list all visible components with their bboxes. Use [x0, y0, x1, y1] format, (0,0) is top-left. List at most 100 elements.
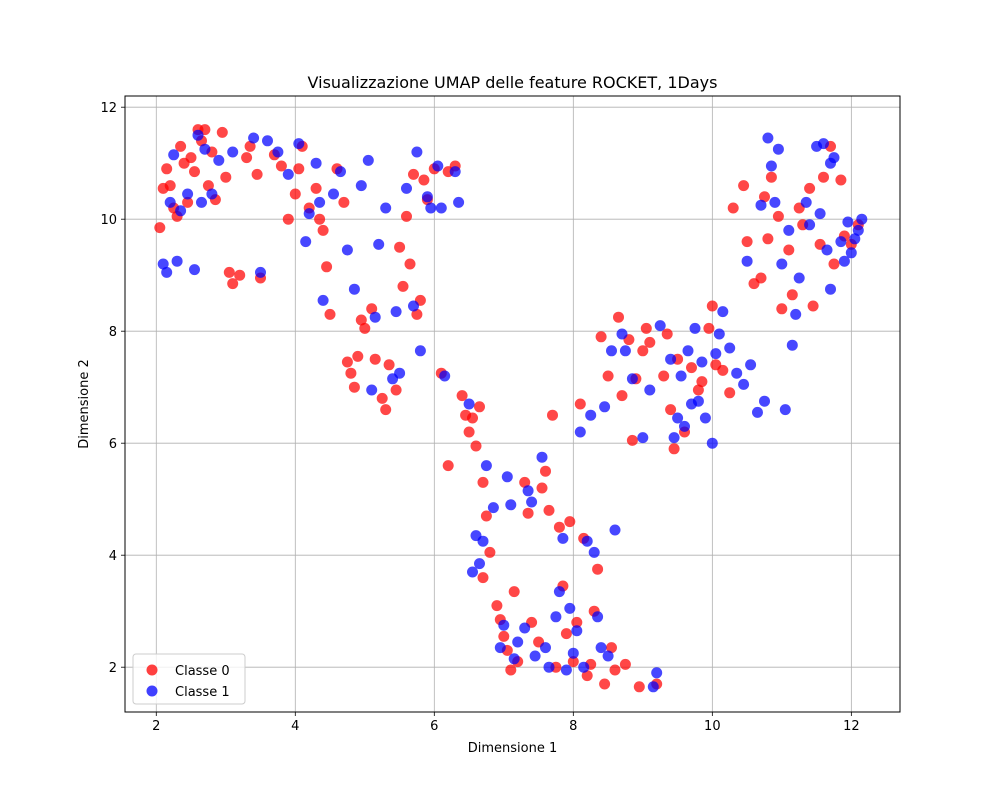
- point-classe-1: [856, 213, 868, 225]
- point-classe-1: [752, 406, 763, 418]
- point-classe-1: [825, 283, 836, 295]
- y-tick-label: 10: [100, 213, 117, 228]
- point-classe-0: [543, 504, 555, 516]
- point-classe-0: [571, 616, 583, 628]
- point-classe-0: [547, 409, 558, 421]
- point-classe-1: [536, 451, 548, 463]
- point-classe-1: [609, 524, 621, 536]
- point-classe-1: [717, 306, 729, 318]
- point-classe-1: [654, 320, 666, 332]
- point-classe-0: [411, 308, 423, 320]
- point-classe-0: [536, 482, 548, 494]
- point-classe-0: [644, 336, 656, 348]
- point-classe-0: [609, 664, 621, 676]
- point-classe-0: [282, 213, 294, 225]
- point-classe-1: [411, 146, 423, 158]
- point-classe-0: [574, 398, 586, 410]
- point-classe-1: [606, 345, 617, 357]
- x-tick-label: 10: [704, 719, 721, 734]
- data-points: [154, 124, 868, 693]
- point-classe-1: [675, 370, 687, 382]
- point-classe-0: [818, 171, 829, 183]
- point-classe-1: [282, 168, 294, 180]
- legend-marker-classe-1: [146, 685, 158, 697]
- point-classe-0: [741, 236, 753, 248]
- point-classe-0: [616, 390, 628, 402]
- point-classe-0: [456, 390, 468, 402]
- point-classe-0: [394, 241, 406, 253]
- point-classe-1: [494, 642, 506, 654]
- point-classe-1: [182, 188, 194, 200]
- point-classe-1: [852, 224, 864, 236]
- point-classe-1: [480, 460, 492, 472]
- point-classe-1: [164, 196, 176, 208]
- point-classe-1: [414, 345, 426, 357]
- point-classe-1: [421, 191, 433, 203]
- point-classe-0: [352, 350, 364, 362]
- x-tick-label: 8: [569, 719, 577, 734]
- point-classe-1: [474, 558, 485, 570]
- point-classe-1: [567, 647, 579, 659]
- point-classe-0: [581, 670, 593, 682]
- point-classe-1: [821, 244, 833, 256]
- point-classe-0: [376, 392, 388, 404]
- point-classe-0: [185, 152, 197, 164]
- point-classe-0: [595, 331, 607, 343]
- point-classe-1: [755, 199, 767, 211]
- point-classe-1: [408, 300, 419, 312]
- point-classe-1: [849, 233, 861, 245]
- y-tick-label: 12: [100, 101, 117, 116]
- point-classe-1: [550, 611, 562, 623]
- point-classe-1: [647, 681, 659, 693]
- y-tick-label: 8: [109, 325, 117, 340]
- point-classe-1: [616, 328, 628, 340]
- point-classe-0: [234, 269, 246, 281]
- point-classe-0: [686, 362, 697, 374]
- point-classe-0: [397, 280, 409, 292]
- point-classe-1: [435, 202, 447, 214]
- point-classe-1: [348, 283, 360, 295]
- point-classe-1: [564, 602, 576, 614]
- point-classe-0: [484, 546, 496, 558]
- point-classe-1: [710, 348, 722, 360]
- point-classe-1: [845, 247, 857, 259]
- point-classe-1: [793, 272, 805, 284]
- point-classe-0: [640, 322, 652, 334]
- point-classe-1: [585, 409, 597, 421]
- point-classe-0: [477, 572, 489, 584]
- point-classe-1: [526, 496, 538, 508]
- point-classe-0: [724, 387, 736, 399]
- point-classe-1: [651, 667, 663, 679]
- point-classe-1: [449, 166, 461, 178]
- point-classe-0: [567, 656, 579, 668]
- point-classe-1: [310, 157, 322, 169]
- point-classe-0: [480, 510, 492, 522]
- point-classe-0: [477, 476, 489, 488]
- point-classe-1: [838, 255, 850, 267]
- point-classe-0: [348, 381, 360, 393]
- legend-marker-classe-0: [146, 664, 158, 676]
- point-classe-0: [564, 516, 576, 528]
- chart-title: Visualizzazione UMAP delle feature ROCKE…: [308, 73, 718, 92]
- point-classe-0: [227, 278, 239, 290]
- point-classe-0: [599, 678, 611, 690]
- point-classe-0: [807, 300, 819, 312]
- point-classe-0: [505, 664, 517, 676]
- point-classe-1: [599, 401, 611, 413]
- point-classe-0: [602, 370, 614, 382]
- point-classe-1: [171, 255, 183, 267]
- point-classe-0: [310, 182, 322, 194]
- point-classe-1: [540, 642, 551, 654]
- point-classe-0: [345, 367, 357, 379]
- point-classe-1: [699, 412, 711, 424]
- point-classe-1: [783, 224, 795, 236]
- point-classe-0: [828, 258, 840, 270]
- point-classe-0: [355, 314, 367, 326]
- point-classe-1: [373, 238, 385, 250]
- point-classe-1: [835, 236, 847, 248]
- point-classe-1: [626, 373, 638, 385]
- y-axis-ticks: 2 4 6 8 10 12: [100, 101, 125, 676]
- point-classe-1: [362, 154, 374, 166]
- point-classe-1: [369, 311, 381, 323]
- point-classe-0: [626, 434, 638, 446]
